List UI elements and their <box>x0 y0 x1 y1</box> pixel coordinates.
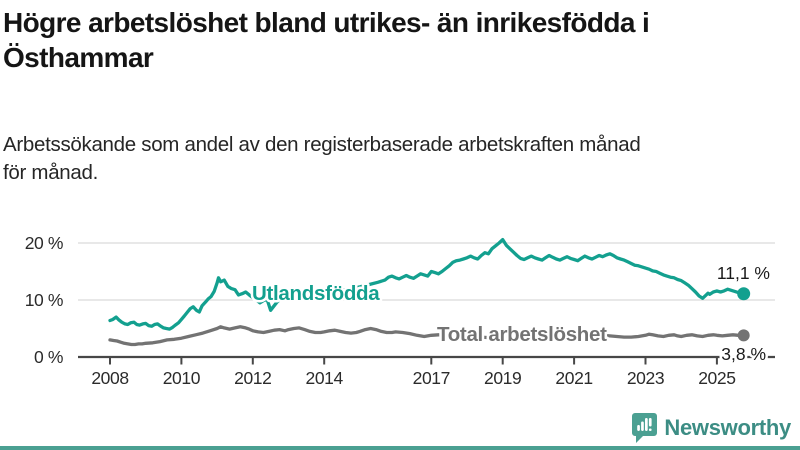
x-axis-label-2014: 2014 <box>306 368 344 388</box>
bar-chart-speech-bubble-icon <box>632 413 658 443</box>
title-line-1: Högre arbetslöshet bland utrikes- än inr… <box>3 7 650 38</box>
subtitle-line-2: för månad. <box>3 161 98 184</box>
x-axis-label-2025: 2025 <box>698 368 735 388</box>
y-axis-label-10: 10 % <box>25 290 63 310</box>
series-line-total-arbetsl-shet <box>108 325 746 347</box>
end-value-label-total-arbetsloshet: 3,8 % <box>721 344 766 364</box>
newsworthy-logo: Newsworthy <box>632 413 791 443</box>
subtitle-line-1: Arbetssökande som andel av den registerb… <box>3 133 641 156</box>
series-line-utlandsf-dda <box>108 237 746 331</box>
series-label-utlandsfodda: Utlandsfödda <box>252 282 380 305</box>
series-end-dot-total-arbetsl-shet <box>737 329 750 342</box>
x-axis-label-2023: 2023 <box>627 368 664 388</box>
accent-bottom-bar <box>0 446 800 450</box>
y-axis-label-0: 0 % <box>34 347 63 367</box>
page-title: Högre arbetslöshet bland utrikes- än inr… <box>3 5 650 75</box>
series-label-total-arbetsloshet: Total arbetslöshet <box>437 323 607 346</box>
x-axis-label-2017: 2017 <box>413 368 450 388</box>
x-axis-label-2021: 2021 <box>555 368 592 388</box>
chart-subtitle: Arbetssökande som andel av den registerb… <box>3 131 641 187</box>
x-axis-label-2008: 2008 <box>91 368 128 388</box>
title-line-2: Östhammar <box>3 42 154 73</box>
end-value-label-utlandsfodda: 11,1 % <box>717 263 770 283</box>
series-end-dot-utlandsf-dda <box>737 287 751 301</box>
x-axis-label-2012: 2012 <box>234 368 271 388</box>
newsworthy-brand-text: Newsworthy <box>664 415 791 440</box>
x-axis-label-2010: 2010 <box>163 368 201 388</box>
x-axis-label-2019: 2019 <box>484 368 521 388</box>
y-axis-label-20: 20 % <box>25 233 63 253</box>
